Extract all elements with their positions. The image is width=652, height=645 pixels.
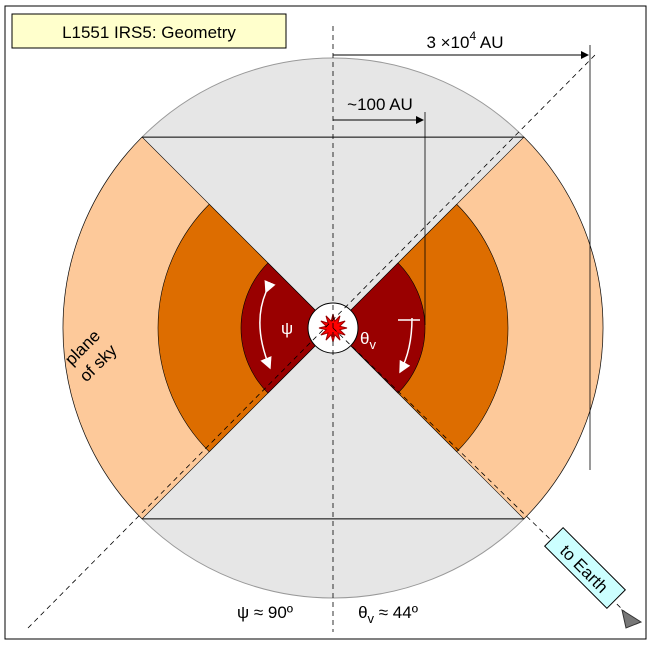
theta-val-sub: v xyxy=(368,611,375,626)
psi-value: ψ ≈ 90º xyxy=(237,603,293,622)
psi-label: ψ xyxy=(281,319,293,338)
scale-unit: AU xyxy=(476,33,503,52)
line-of-sight xyxy=(332,327,626,613)
title-box xyxy=(11,13,287,49)
theta-val-sym: θ xyxy=(358,603,367,622)
theta-arrow xyxy=(399,317,413,374)
earth-box xyxy=(543,526,627,610)
scale-text: 3 ×10 xyxy=(426,33,469,52)
theta-value: θv ≈ 44º xyxy=(358,603,418,626)
earth-arrowhead xyxy=(621,608,643,629)
theta-val-rest: ≈ 44º xyxy=(374,603,418,622)
scale-large: 3 ×104 AU xyxy=(426,29,503,52)
psi-arrow xyxy=(259,279,276,370)
scale-sup: 4 xyxy=(469,29,476,43)
geometry xyxy=(27,26,626,632)
theta-sym: θ xyxy=(360,329,369,348)
theta-label: θv xyxy=(360,329,376,352)
title: L1551 IRS5: Geometry xyxy=(62,23,236,42)
theta-sub: v xyxy=(369,337,376,352)
scale-small: ~100 AU xyxy=(347,95,413,114)
